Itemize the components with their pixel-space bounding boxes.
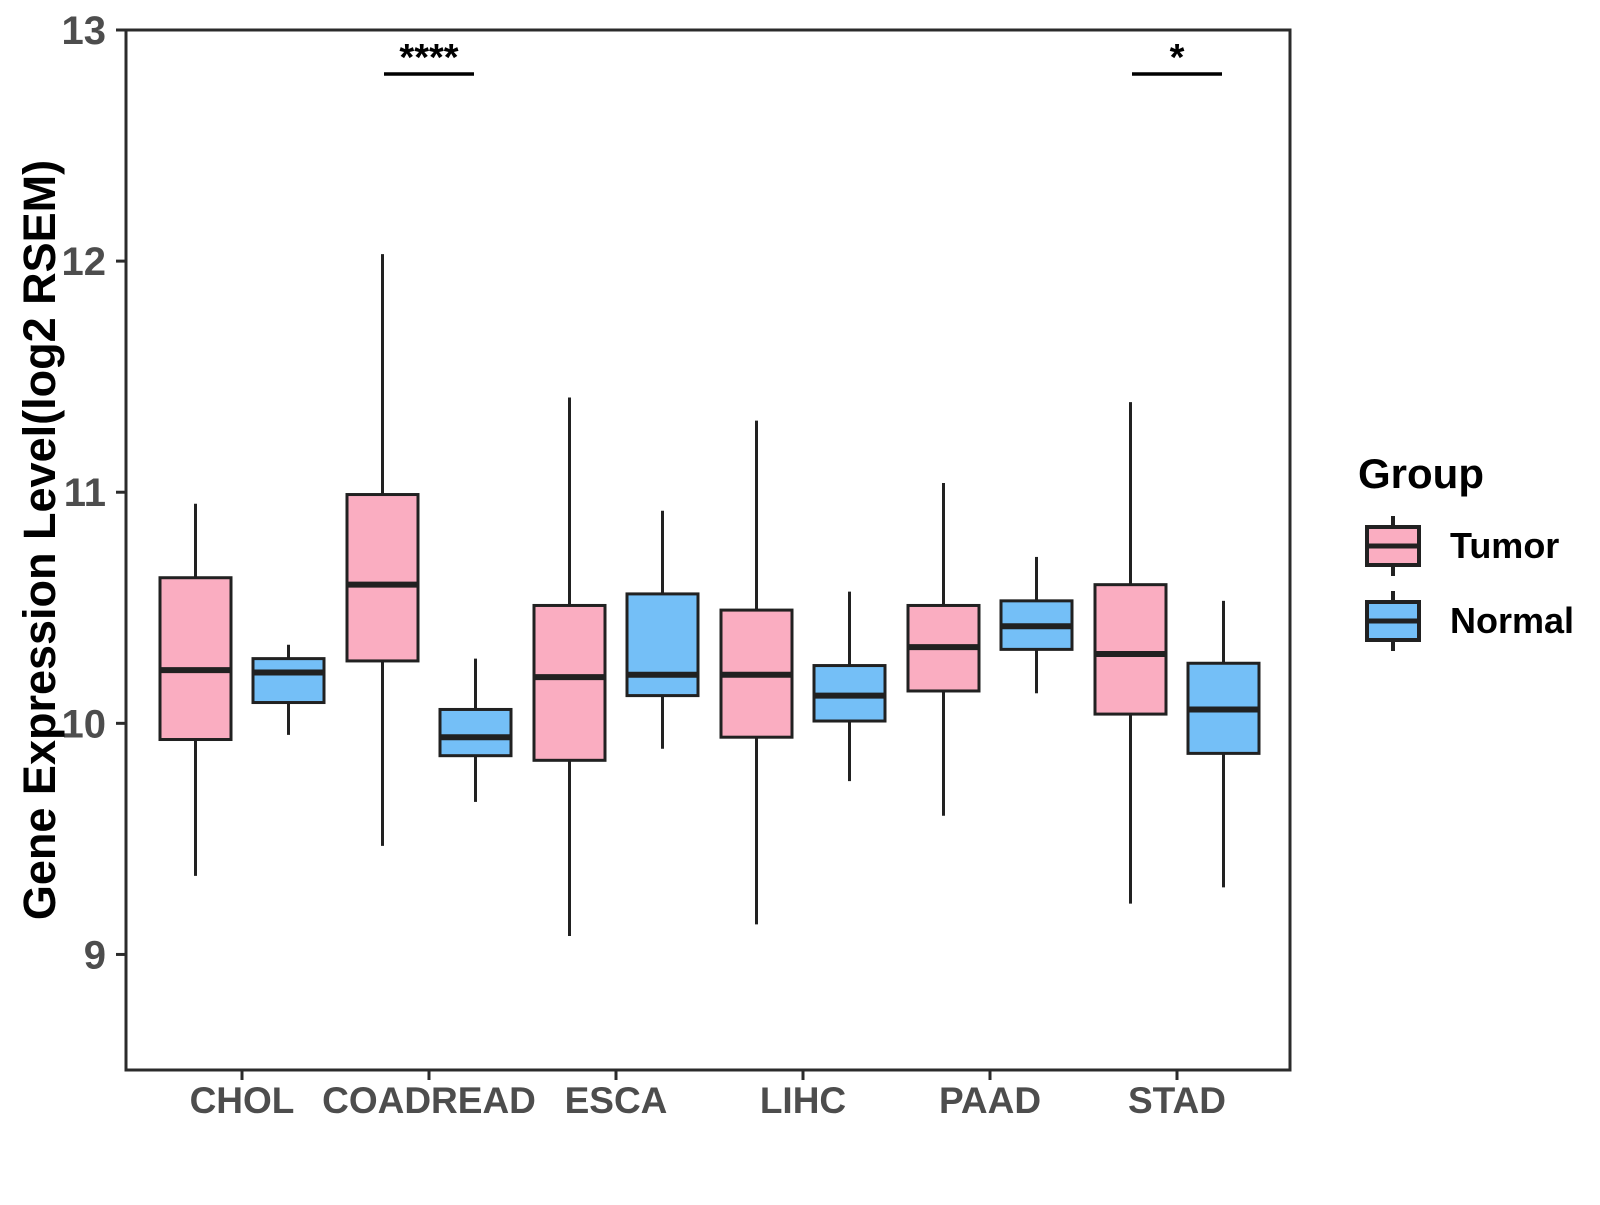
box-tumor-chol xyxy=(158,576,233,742)
normal-boxplot-key-icon xyxy=(1365,590,1421,651)
x-tick-label-lihc: LIHC xyxy=(760,1080,846,1121)
significance-stars-coadread: **** xyxy=(399,37,458,79)
x-tick-label-chol: CHOL xyxy=(190,1080,295,1121)
y-tick-label: 12 xyxy=(62,240,107,284)
y-tick-label: 13 xyxy=(62,9,107,53)
legend-entry-normal: Normal xyxy=(1332,583,1574,658)
legend: Group Tumor Normal xyxy=(1332,450,1574,658)
x-tick-label-coadread: COADREAD xyxy=(322,1080,536,1121)
tumor-boxplot-key-icon xyxy=(1365,515,1421,576)
y-tick-label: 9 xyxy=(84,933,106,977)
y-tick-label: 10 xyxy=(62,702,107,746)
legend-label-normal: Normal xyxy=(1450,599,1575,641)
box-tumor-esca xyxy=(532,603,607,762)
box-normal-coadread xyxy=(438,707,513,758)
plot-panel-border xyxy=(124,28,1292,1072)
box-normal-esca xyxy=(625,592,700,698)
legend-title: Group xyxy=(1358,450,1484,497)
legend-entry-tumor: Tumor xyxy=(1332,508,1574,583)
x-tick-label-stad: STAD xyxy=(1128,1080,1226,1121)
y-tick-label: 11 xyxy=(64,471,106,515)
box-tumor-stad xyxy=(1093,583,1168,716)
x-tick-label-esca: ESCA xyxy=(565,1080,668,1121)
box-normal-chol xyxy=(251,657,326,705)
box-tumor-coadread xyxy=(345,493,420,663)
significance-stars-stad: * xyxy=(1170,37,1185,79)
legend-label-tumor: Tumor xyxy=(1450,524,1560,566)
y-axis-title: Gene Expression Level(log2 RSEM) xyxy=(14,159,65,921)
x-tick-label-paad: PAAD xyxy=(939,1080,1041,1121)
